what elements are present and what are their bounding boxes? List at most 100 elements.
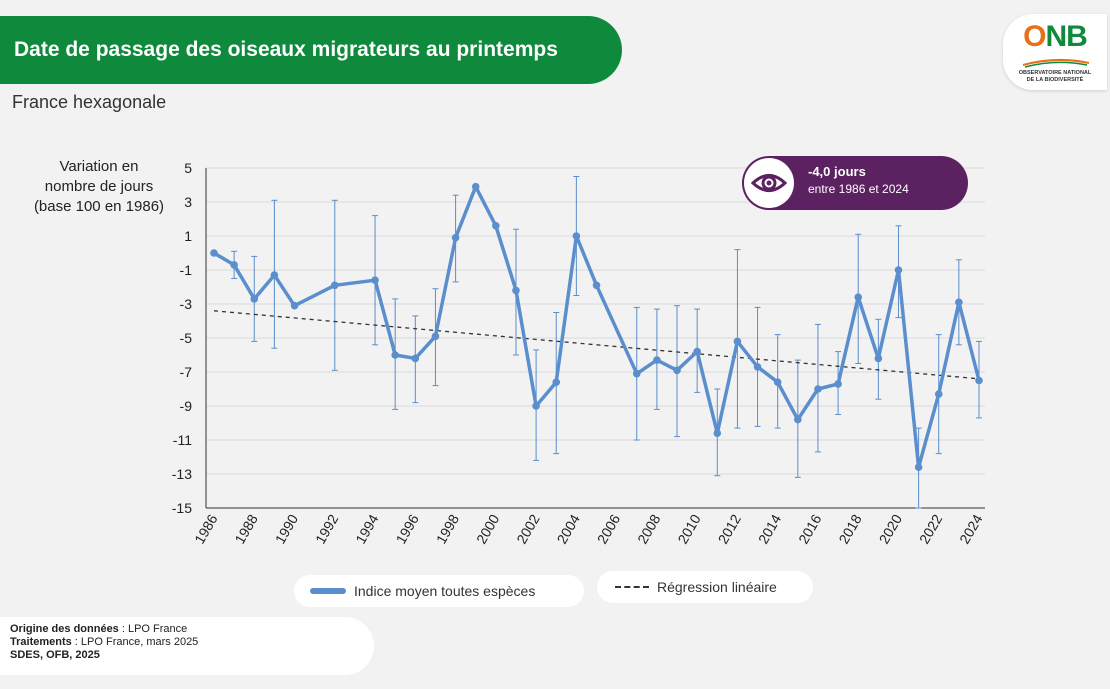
logo-swoosh-icon bbox=[1022, 58, 1090, 68]
footer-credit-text: SDES, OFB, 2025 bbox=[10, 649, 100, 661]
x-tick-label: 1998 bbox=[433, 511, 463, 546]
footer-processing-value: : LPO France, mars 2025 bbox=[71, 636, 199, 648]
data-point bbox=[874, 354, 883, 363]
page-title: Date de passage des oiseaux migrateurs a… bbox=[0, 16, 622, 84]
data-point bbox=[391, 351, 399, 359]
logo-caption: OBSERVATOIRE NATIONAL DE LA BIODIVERSITÉ bbox=[1003, 70, 1107, 84]
y-tick-label: -9 bbox=[180, 398, 193, 414]
x-tick-label: 2010 bbox=[674, 511, 704, 546]
y-axis-label-line1: Variation en bbox=[59, 158, 139, 175]
legend-label-regression: Régression linéaire bbox=[657, 579, 777, 595]
footer-credit: SDES, OFB, 2025 bbox=[10, 649, 374, 662]
logo-caption-line1: OBSERVATOIRE NATIONAL bbox=[1018, 70, 1092, 76]
footer-origin: Origine des données : LPO France bbox=[10, 623, 374, 636]
x-tick-label: 2008 bbox=[634, 511, 664, 546]
series-line-indice bbox=[212, 184, 981, 469]
source-footer: Origine des données : LPO France Traitem… bbox=[0, 617, 374, 675]
data-point bbox=[713, 429, 722, 438]
y-axis-label-line2: nombre de jours bbox=[44, 178, 154, 195]
data-point bbox=[512, 286, 520, 295]
data-point bbox=[471, 182, 480, 191]
x-tick-label: 1990 bbox=[272, 511, 302, 546]
logo-letters: ONB bbox=[1003, 20, 1107, 54]
data-point bbox=[451, 233, 460, 242]
data-point bbox=[250, 295, 259, 303]
data-point bbox=[431, 332, 440, 341]
data-point bbox=[572, 232, 581, 240]
x-tick-label: 1996 bbox=[392, 511, 422, 546]
x-tick-label: 1992 bbox=[312, 511, 342, 546]
data-point bbox=[552, 378, 561, 387]
x-tick-label: 2006 bbox=[594, 511, 624, 546]
logo-letters-nb: NB bbox=[1045, 20, 1088, 53]
x-tick-label: 2024 bbox=[956, 511, 986, 546]
data-point bbox=[371, 276, 379, 285]
x-tick-label: 2016 bbox=[795, 511, 825, 546]
footer-origin-label: Origine des données bbox=[10, 623, 119, 635]
data-point bbox=[794, 415, 802, 424]
data-point bbox=[753, 363, 762, 371]
x-tick-label: 2004 bbox=[554, 511, 584, 546]
y-tick-label: -11 bbox=[173, 432, 192, 448]
callout-value: -4,0 jours bbox=[808, 164, 866, 179]
callout-period: entre 1986 et 2024 bbox=[808, 182, 909, 196]
data-point bbox=[834, 380, 842, 388]
data-point bbox=[632, 369, 641, 378]
x-tick-label: 1994 bbox=[352, 511, 382, 546]
data-point bbox=[894, 266, 903, 274]
y-tick-label: 1 bbox=[184, 228, 192, 244]
data-point bbox=[592, 281, 601, 290]
data-point bbox=[955, 298, 963, 307]
x-tick-label: 2018 bbox=[835, 511, 865, 546]
regression-line bbox=[213, 310, 980, 380]
x-tick-label: 1988 bbox=[231, 511, 261, 546]
footer-origin-value: : LPO France bbox=[118, 623, 188, 635]
data-point bbox=[854, 293, 863, 302]
legend-item-regression: Régression linéaire bbox=[597, 571, 813, 603]
legend-swatch-series bbox=[310, 588, 346, 594]
data-point bbox=[914, 463, 923, 472]
legend-swatch-regression bbox=[615, 586, 649, 588]
data-point bbox=[934, 390, 943, 398]
onb-logo: ONB OBSERVATOIRE NATIONAL DE LA BIODIVER… bbox=[1003, 14, 1107, 90]
data-point bbox=[210, 249, 218, 257]
x-tick-label: 2000 bbox=[473, 511, 503, 546]
eye-icon bbox=[750, 174, 788, 192]
logo-letter-o: O bbox=[1023, 20, 1046, 53]
data-point bbox=[814, 385, 822, 393]
y-tick-label: 3 bbox=[184, 194, 192, 210]
logo-caption-line2: DE LA BIODIVERSITÉ bbox=[1026, 77, 1084, 83]
data-point bbox=[532, 402, 540, 410]
page-subtitle: France hexagonale bbox=[12, 92, 167, 112]
y-tick-label: -5 bbox=[180, 330, 193, 346]
data-point bbox=[230, 261, 238, 269]
callout-eye-circle bbox=[744, 158, 794, 208]
x-tick-label: 2002 bbox=[513, 511, 543, 546]
data-point bbox=[733, 337, 742, 346]
y-tick-label: -13 bbox=[172, 466, 192, 482]
footer-processing: Traitements : LPO France, mars 2025 bbox=[10, 636, 374, 649]
data-point bbox=[975, 376, 983, 385]
data-point bbox=[773, 378, 782, 387]
y-axis-label: Variation en nombre de jours (base 100 e… bbox=[24, 157, 174, 217]
y-tick-label: -1 bbox=[180, 262, 193, 278]
data-point bbox=[330, 281, 339, 290]
legend-label-series: Indice moyen toutes espèces bbox=[354, 583, 536, 599]
x-tick-label: 1986 bbox=[191, 511, 221, 546]
y-axis-label-line3: (base 100 en 1986) bbox=[33, 198, 165, 215]
y-tick-label: -7 bbox=[180, 364, 193, 380]
data-point bbox=[673, 366, 681, 375]
data-point bbox=[411, 354, 420, 363]
x-tick-label: 2014 bbox=[755, 511, 785, 546]
x-tick-label: 2012 bbox=[715, 511, 745, 546]
footer-processing-label: Traitements bbox=[10, 636, 72, 648]
y-tick-label: -15 bbox=[172, 500, 192, 516]
data-point bbox=[270, 271, 279, 279]
data-point bbox=[653, 356, 661, 364]
x-tick-label: 2020 bbox=[876, 511, 906, 546]
data-point bbox=[290, 301, 299, 310]
y-tick-label: -3 bbox=[180, 296, 193, 312]
data-point bbox=[492, 222, 500, 230]
